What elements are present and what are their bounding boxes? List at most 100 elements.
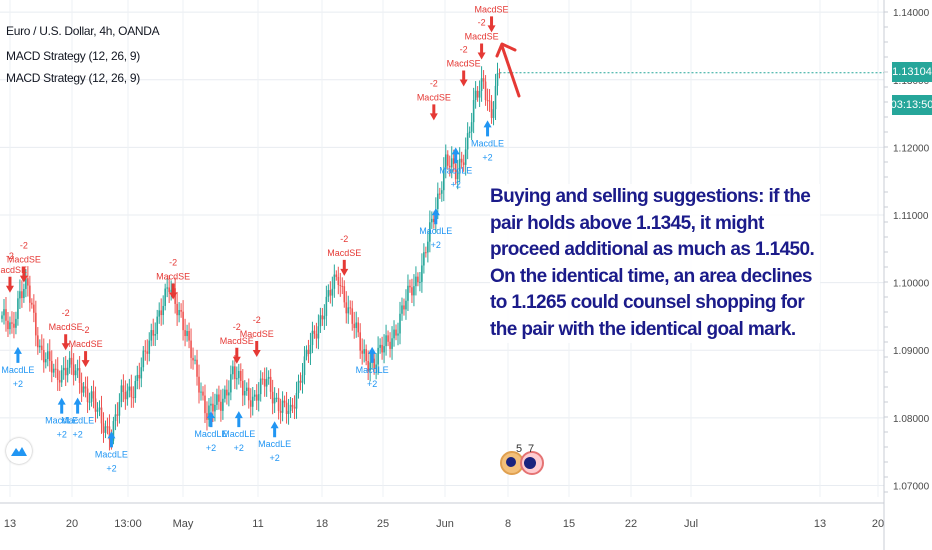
candle-body [427,241,429,253]
candle-body [158,310,161,317]
candle-body [303,356,306,376]
candle-body [166,287,168,289]
candle-body [490,101,493,118]
candle-body [472,99,475,123]
author-badges[interactable]: 5 7 [500,443,550,487]
candle-body [46,351,49,360]
candle-body [222,398,224,411]
candle-body [140,367,143,379]
candle-body [62,367,65,371]
candle-body [122,385,125,393]
indicator-legend-2[interactable]: MACD Strategy (12, 26, 9) [6,71,140,85]
candle-body [389,341,391,349]
candle-body [287,410,290,414]
candle-body [421,265,423,282]
candle-body [78,368,81,383]
candle-body [259,378,262,395]
candle-body [94,398,97,412]
candle-body [31,302,33,305]
symbol-legend[interactable]: Euro / U.S. Dollar, 4h, OANDA [6,24,160,38]
buy-arrow-icon [451,147,460,164]
candle-body [397,333,399,336]
sell-signal-label: MacdSE [7,255,41,265]
candle-body [462,162,465,165]
candle-body [48,351,51,361]
sell-arrow-icon [487,16,496,33]
candle-body [74,370,77,376]
candle-body [1,315,3,319]
candle-body [452,158,455,165]
candle-body [35,312,37,336]
candle-body [120,385,123,402]
sell-signal-label: MacdSE [465,31,499,41]
candle-body [431,218,433,223]
candle-body [387,335,389,342]
candle-body [321,315,324,320]
sell-signal-label: MacdSE [447,59,481,69]
tradingview-logo[interactable] [6,438,32,464]
candle-body [245,387,248,391]
sell-arrow-icon [340,259,349,276]
candle-body [444,154,447,170]
candle-body [345,302,348,314]
candle-body [241,380,244,396]
candle-body [433,218,435,223]
x-tick-label: 11 [252,518,263,530]
candle-body [440,190,443,194]
candle-body [329,290,332,296]
candle-body [58,379,61,383]
candle-body [476,90,479,98]
x-tick-label: 22 [625,518,637,530]
sell-signal-qty: -2 [430,78,438,88]
candle-body [64,367,67,376]
candle-body [486,100,489,102]
y-tick-label: 1.07000 [893,481,930,492]
candle-body [331,288,334,296]
candle-body [399,313,401,334]
candle-body [126,390,129,400]
candle-body [275,397,278,399]
candle-body [442,169,445,191]
candle-body [42,350,45,363]
candle-body [401,305,403,314]
buy-signal-qty: +2 [13,379,23,389]
x-tick-label: May [173,518,194,530]
globe-icon [506,457,516,467]
sell-signal-label: MacdSE [240,329,274,339]
candle-body [54,368,57,370]
buy-signal-label: MacdLE [1,365,34,375]
sell-signal-qty: -2 [6,251,14,261]
candle-body [17,298,19,319]
candle-body [243,390,246,396]
candle-body [180,310,182,312]
candle-body [198,376,200,393]
sell-arrow-icon [252,341,261,357]
candle-body [391,338,393,349]
candle-body [373,358,375,369]
candle-body [184,330,186,337]
badge-count-1: 5 [516,443,523,455]
candle-body [234,366,236,380]
buy-arrow-icon [206,411,215,428]
x-tick-label: 15 [563,518,575,530]
candle-body [474,90,477,100]
candle-body [464,149,467,165]
candle-body [480,78,483,91]
candle-body [11,322,13,324]
candle-body [498,73,501,75]
analysis-annotation: Buying and selling suggestions: if the p… [490,184,820,343]
badge-count-2: 7 [528,443,535,455]
buy-arrow-icon [270,421,279,438]
sell-arrow-icon [61,334,70,351]
candle-body [325,296,328,316]
candle-body [72,364,75,376]
indicator-legend-1[interactable]: MACD Strategy (12, 26, 9) [6,49,140,63]
buy-signal-qty: +2 [57,430,67,440]
sell-arrow-icon [19,266,28,283]
candle-body [265,378,268,387]
candle-body [116,414,119,416]
candle-body [104,426,107,433]
candle-body [277,397,280,411]
candle-body [194,359,196,361]
